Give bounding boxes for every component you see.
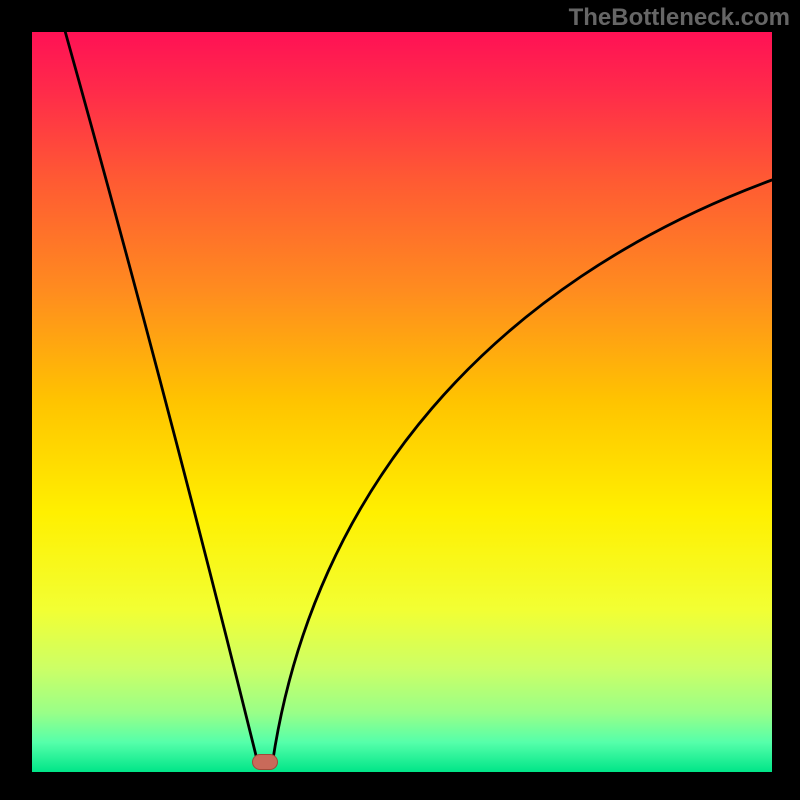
curve-path <box>65 32 772 762</box>
optimal-marker <box>252 754 278 770</box>
bottleneck-curve <box>32 32 772 772</box>
watermark-text: TheBottleneck.com <box>569 4 790 32</box>
chart-container: TheBottleneck.com <box>0 0 800 800</box>
plot-area <box>32 32 772 772</box>
